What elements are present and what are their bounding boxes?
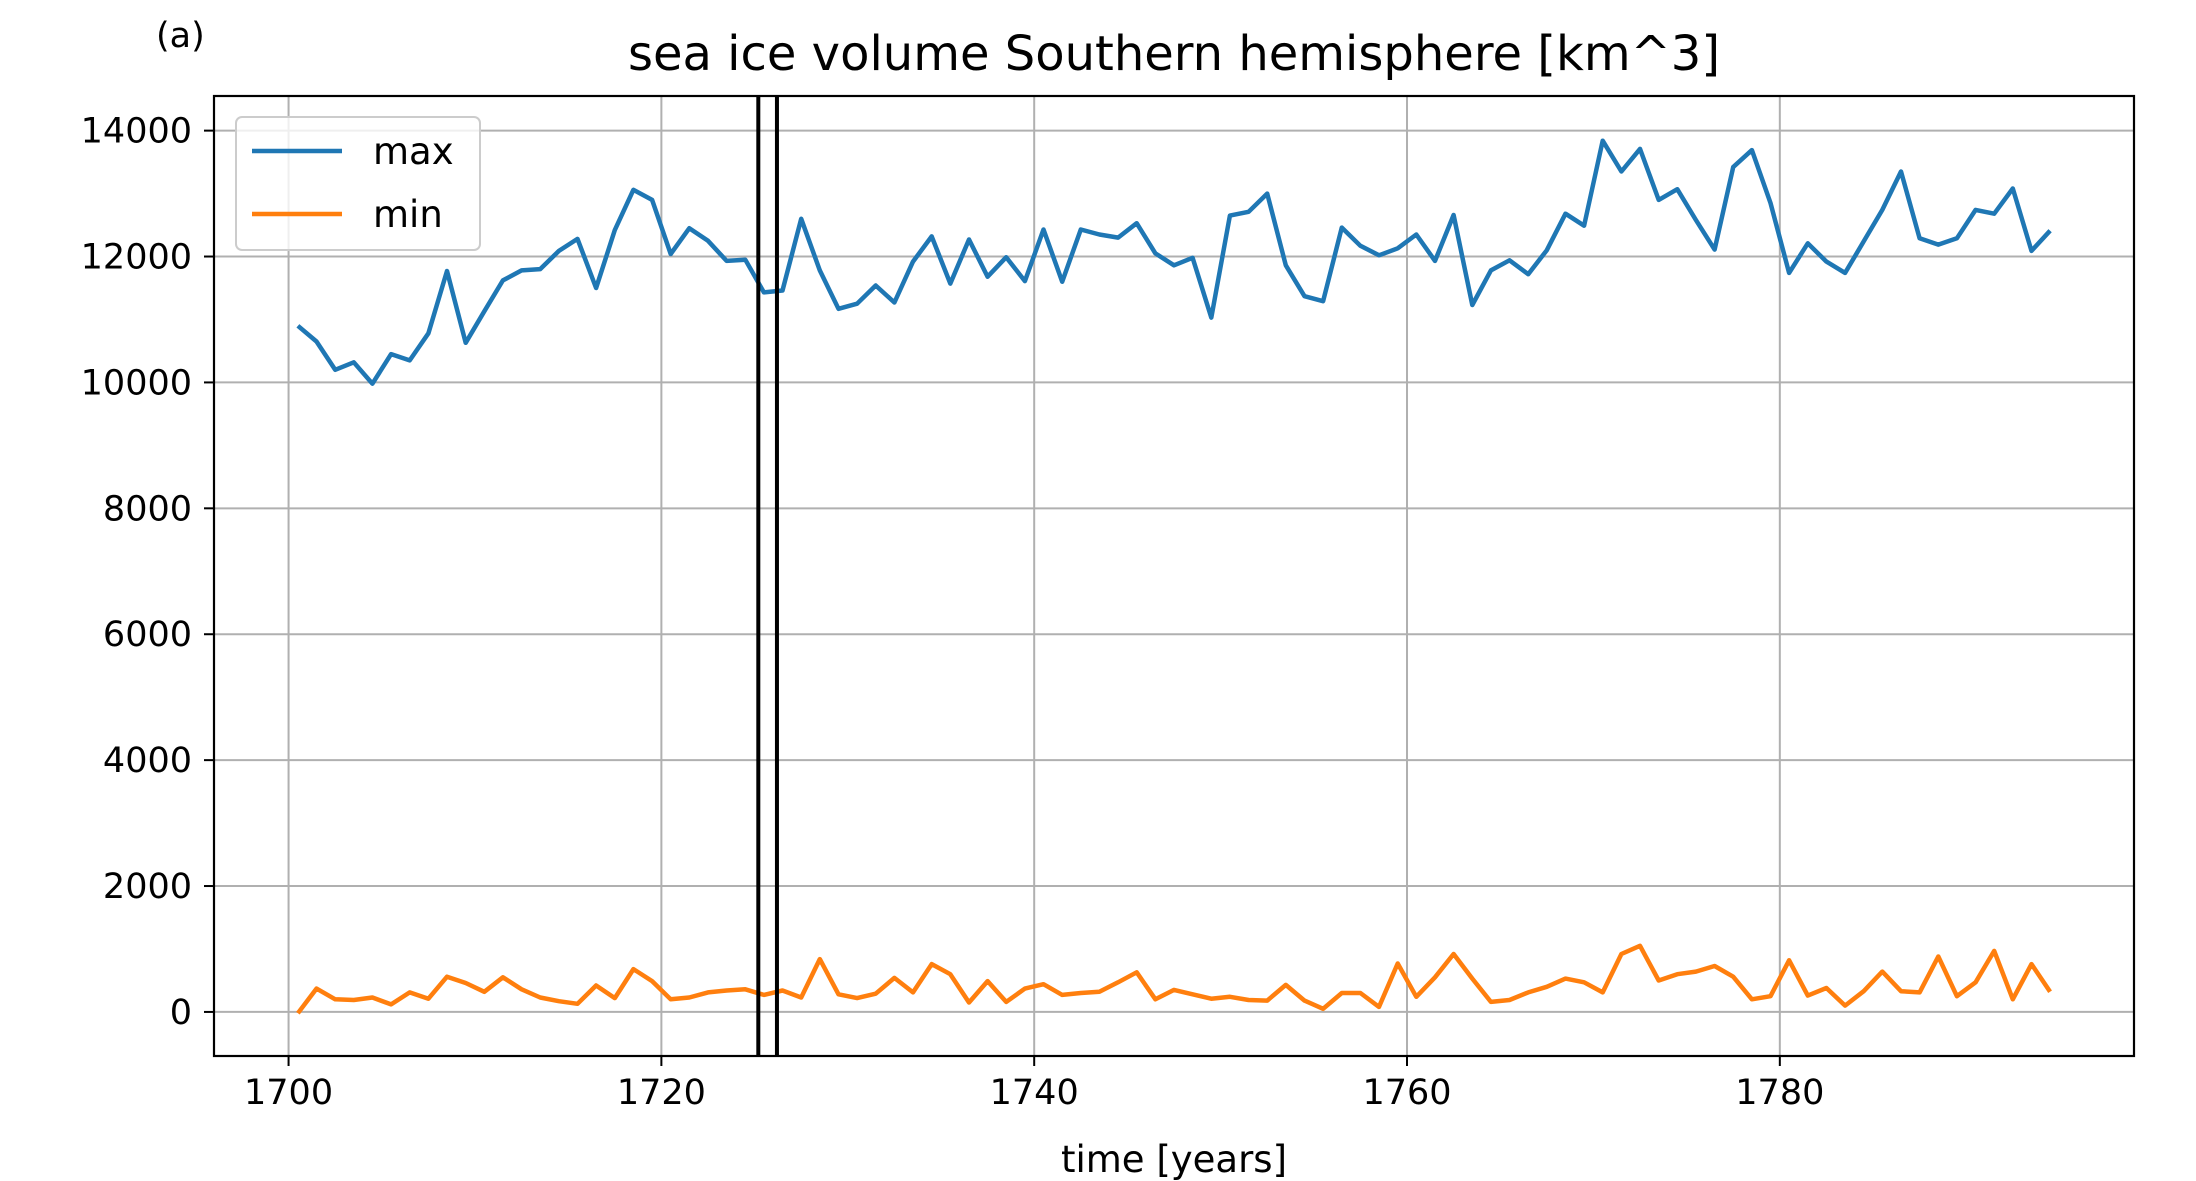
x-tick-label: 1780 — [1735, 1073, 1824, 1113]
y-tick-label: 0 — [170, 993, 192, 1033]
y-tick-label: 14000 — [81, 112, 192, 152]
panel-label: (a) — [156, 16, 205, 56]
y-tick-label: 2000 — [103, 867, 192, 907]
vertical-marker-lines — [756, 96, 779, 1056]
y-tick-label: 8000 — [103, 489, 192, 529]
y-tick-label: 10000 — [81, 363, 192, 403]
y-tick-label: 6000 — [103, 615, 192, 655]
x-axis-label: time [years] — [1061, 1138, 1287, 1181]
series-line-max — [296, 138, 2052, 386]
x-tick-label: 1720 — [617, 1073, 706, 1113]
series-line-min — [296, 943, 2052, 1015]
legend-label-min: min — [373, 193, 443, 236]
legend: max min — [235, 116, 481, 251]
series-lines — [296, 138, 2052, 1015]
plot-area-frame — [212, 94, 2136, 1058]
axis-ticks: 1700 1720 1740 1760 1780 0 2000 4000 6000 8000 100… — [81, 112, 1825, 1113]
x-tick-label: 1700 — [244, 1073, 333, 1113]
legend-label-max: max — [373, 130, 454, 173]
y-tick-label: 12000 — [81, 238, 192, 278]
chart-title: sea ice volume Southern hemisphere [km^3… — [628, 26, 1720, 82]
x-tick-label: 1760 — [1362, 1073, 1451, 1113]
x-tick-label: 1740 — [990, 1073, 1079, 1113]
y-tick-label: 4000 — [103, 741, 192, 781]
